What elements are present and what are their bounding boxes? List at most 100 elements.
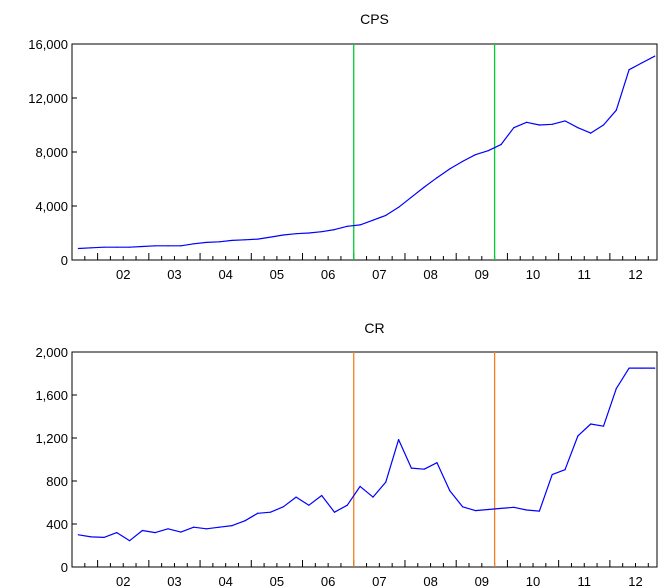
- data-point: [359, 485, 361, 487]
- data-point: [103, 246, 105, 248]
- x-tick-label: 07: [372, 267, 386, 282]
- x-tick-label: 11: [578, 574, 592, 588]
- data-point: [628, 367, 630, 369]
- data-point: [269, 511, 272, 513]
- data-point: [77, 534, 80, 536]
- data-point: [372, 219, 374, 221]
- data-point: [487, 508, 489, 511]
- x-tick-label: 08: [423, 267, 437, 282]
- x-tick-label: 10: [526, 574, 540, 588]
- data-point: [346, 225, 348, 227]
- data-point: [180, 245, 182, 247]
- data-point: [308, 232, 310, 234]
- series-line: [78, 55, 655, 250]
- data-point: [257, 512, 259, 514]
- y-tick-label: 1,600: [35, 388, 68, 403]
- chart-title: CPS: [360, 11, 389, 27]
- data-point: [295, 233, 297, 235]
- x-tick-label: 03: [167, 574, 181, 588]
- data-point: [129, 540, 131, 542]
- data-point: [269, 236, 272, 238]
- x-tick-label: 06: [321, 574, 335, 588]
- data-point: [77, 247, 80, 250]
- chart-title: CR: [364, 320, 384, 336]
- data-point: [90, 536, 92, 538]
- data-point: [564, 120, 566, 122]
- data-point: [295, 496, 297, 498]
- data-point: [654, 367, 656, 369]
- data-point: [461, 506, 464, 508]
- data-point: [193, 526, 195, 528]
- data-point: [577, 435, 579, 437]
- data-point: [526, 509, 528, 511]
- data-point: [397, 439, 400, 441]
- x-tick-label: 12: [628, 574, 642, 588]
- data-point: [615, 387, 617, 390]
- data-point: [205, 528, 208, 530]
- data-point: [461, 160, 464, 163]
- y-tick-label: 1,200: [35, 431, 68, 446]
- data-point: [372, 496, 374, 498]
- data-point: [193, 243, 195, 245]
- data-point: [641, 367, 643, 369]
- x-tick-label: 04: [218, 574, 232, 588]
- data-point: [500, 143, 502, 146]
- data-point: [180, 531, 182, 533]
- x-tick-label: 03: [167, 267, 181, 282]
- data-point: [615, 109, 617, 111]
- data-point: [526, 121, 528, 123]
- data-point: [397, 206, 400, 208]
- data-point: [346, 504, 348, 506]
- y-tick-label: 12,000: [28, 91, 68, 106]
- x-tick-label: 04: [218, 267, 232, 282]
- data-point: [218, 526, 220, 528]
- data-point: [602, 124, 605, 126]
- y-tick-label: 0: [61, 560, 68, 575]
- data-point: [449, 168, 451, 170]
- y-tick-label: 800: [46, 474, 68, 489]
- data-point: [167, 245, 169, 247]
- data-point: [321, 494, 323, 497]
- x-tick-label: 10: [526, 267, 540, 282]
- data-point: [538, 510, 541, 512]
- data-point: [590, 423, 592, 425]
- data-point: [654, 55, 656, 57]
- data-point: [423, 186, 425, 188]
- data-point: [551, 123, 553, 125]
- data-point: [116, 246, 118, 248]
- chart-cps: CPS 0 4,000 8,000 12,000 16,000 02 03 04 05 06 07 08…: [28, 11, 658, 282]
- data-point: [321, 231, 323, 233]
- y-tick-label: 8,000: [35, 145, 68, 160]
- data-point: [244, 239, 246, 241]
- data-point: [385, 481, 387, 483]
- data-point: [602, 425, 605, 427]
- y-tick-label: 4,000: [35, 199, 68, 214]
- y-tick-label: 2,000: [35, 345, 68, 360]
- plot-frame: [71, 43, 658, 261]
- data-point: [628, 69, 630, 71]
- x-tick-label: 09: [475, 267, 489, 282]
- data-point: [129, 246, 131, 248]
- x-tick-label: 07: [372, 574, 386, 588]
- data-point: [487, 150, 489, 152]
- data-point: [282, 234, 284, 236]
- data-point: [538, 124, 541, 126]
- data-point: [141, 529, 144, 532]
- y-tick-label: 16,000: [28, 37, 68, 52]
- x-tick-label: 02: [116, 574, 130, 588]
- x-tick-label: 05: [270, 267, 284, 282]
- x-tick-label: 05: [270, 574, 284, 588]
- data-point: [167, 528, 169, 530]
- data-point: [359, 224, 361, 226]
- data-point: [590, 132, 592, 134]
- data-point: [385, 214, 387, 217]
- series-line: [78, 367, 655, 542]
- x-tick-label: 12: [628, 267, 642, 282]
- data-point: [205, 241, 208, 244]
- x-tick-label: 02: [116, 267, 130, 282]
- data-point: [410, 196, 412, 198]
- data-point: [474, 509, 477, 512]
- data-point: [231, 239, 233, 242]
- data-point: [154, 245, 156, 247]
